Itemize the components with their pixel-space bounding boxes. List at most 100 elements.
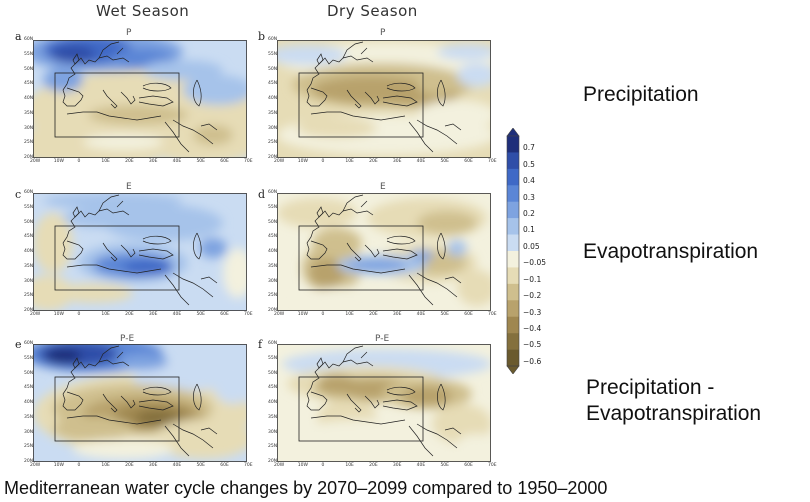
coastline — [164, 272, 214, 306]
field-blob — [51, 45, 95, 63]
field-blob — [33, 213, 73, 273]
lon-tick-label: 0 — [77, 159, 81, 164]
coastline — [364, 91, 380, 105]
lon-tick-label: 50E — [196, 312, 206, 317]
lat-tick-label: 30N — [268, 125, 278, 131]
field-blob — [277, 45, 347, 65]
lon-tick-label: 20W — [274, 312, 285, 317]
panel-var-b: P — [380, 28, 386, 38]
lat-tick-label: 50N — [268, 370, 278, 376]
lat-tick-label: 35N — [268, 263, 278, 269]
lat-tick-label: 55N — [24, 51, 34, 57]
lat-tick-label: 30N — [24, 429, 34, 435]
coastline — [346, 393, 362, 413]
map-panel-c — [33, 193, 247, 311]
lat-tick-label: 40N — [24, 249, 34, 254]
coastline — [200, 123, 218, 131]
lat-tick-label: 40N — [268, 249, 278, 254]
field-blob — [447, 240, 467, 256]
map-panel-b — [277, 40, 491, 158]
field-blob — [183, 75, 247, 105]
lat-tick-label: 25N — [24, 293, 34, 299]
lat-tick-label: 30N — [24, 278, 34, 284]
lon-tick-label: 50E — [440, 463, 450, 468]
coastline — [193, 232, 202, 260]
map-svg — [33, 40, 247, 158]
coastline — [193, 383, 202, 411]
field-blob — [103, 205, 223, 241]
colorbar — [506, 128, 520, 374]
lat-tick-label: 25N — [268, 293, 278, 299]
lat-tick-label: 25N — [24, 140, 34, 146]
colorbar-swatch — [507, 136, 519, 153]
lon-tick-label: 20W — [30, 312, 41, 317]
mediterranean-box — [54, 225, 180, 291]
field-blob — [73, 439, 173, 459]
lon-tick-label: 40E — [416, 159, 426, 164]
coastline — [386, 386, 416, 396]
lon-tick-label: 30E — [148, 312, 158, 317]
coastline — [382, 248, 418, 260]
lon-tick-label: 30E — [148, 463, 158, 468]
map-frame — [33, 193, 247, 311]
field-blob — [402, 386, 452, 406]
field-blob — [33, 275, 73, 311]
colorbar-top-arrow — [506, 128, 520, 137]
lat-tick-label: 40N — [24, 400, 34, 405]
colorbar-swatch — [507, 251, 519, 268]
map-frame — [277, 193, 491, 311]
lon-tick-label: 60E — [220, 159, 229, 164]
lat-tick-label: 45N — [268, 385, 278, 391]
map-panel-a — [33, 40, 247, 158]
coastline — [437, 383, 446, 411]
lon-tick-label: 0 — [321, 159, 325, 164]
lon-tick-label: 10W — [297, 312, 308, 317]
mediterranean-box — [298, 72, 424, 138]
lon-tick-label: 10E — [345, 312, 354, 317]
lon-tick-label: 0 — [77, 463, 81, 468]
field-blob — [213, 364, 247, 404]
lon-tick-label: 10W — [53, 463, 64, 468]
lon-tick-label: 0 — [321, 463, 325, 468]
map-frame — [277, 40, 491, 158]
lat-tick-label: 45N — [24, 81, 34, 87]
lon-tick-label: 10E — [345, 463, 354, 468]
colorbar-bottom-arrow — [506, 365, 520, 374]
coastline — [66, 111, 162, 121]
field-blob — [347, 259, 407, 271]
lon-tick-label: 50E — [196, 159, 206, 164]
lon-tick-label: 10E — [101, 312, 110, 317]
lat-tick-label: 50N — [24, 219, 34, 225]
lat-tick-label: 55N — [24, 204, 34, 210]
coastline — [306, 391, 328, 411]
field-blob — [193, 125, 233, 145]
field-blob — [123, 260, 173, 276]
row-label-pe-line2: Evapotranspiration — [586, 402, 762, 425]
row-label-pe-line1: Precipitation - — [586, 376, 715, 399]
panel-letter-a: a — [15, 30, 22, 43]
coastline — [72, 206, 80, 218]
lon-tick-label: 20W — [274, 159, 285, 164]
coastline — [386, 82, 416, 92]
coastline — [364, 244, 380, 258]
coastline — [386, 235, 416, 245]
coastline — [98, 345, 124, 363]
coastline — [342, 345, 368, 363]
lon-tick-label: 0 — [77, 312, 81, 317]
mediterranean-box — [54, 72, 180, 138]
field-blob — [45, 348, 81, 364]
field-blob — [317, 374, 357, 394]
lat-tick-label: 20N — [24, 155, 34, 160]
lon-tick-label: 50E — [196, 463, 206, 468]
colorbar-tick-label: 0.05 — [523, 241, 540, 251]
map-svg — [33, 193, 247, 311]
map-frame — [33, 40, 247, 158]
lon-tick-label: 10E — [101, 463, 110, 468]
coastline — [102, 89, 118, 109]
field-blob — [133, 367, 233, 391]
lon-tick-label: 70E — [488, 463, 497, 468]
coastline — [200, 276, 218, 284]
mediterranean-box — [298, 376, 424, 442]
coastline — [164, 423, 214, 457]
lon-tick-label: 20W — [30, 463, 41, 468]
